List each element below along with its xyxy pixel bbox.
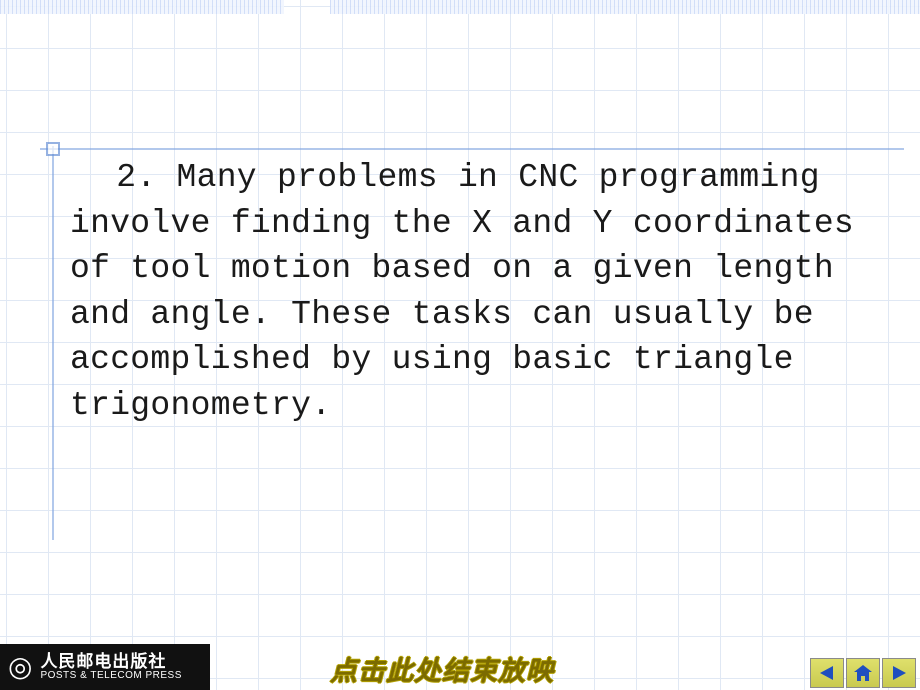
home-button[interactable]	[846, 658, 880, 688]
accent-corner-node	[46, 142, 60, 156]
accent-vertical-line	[52, 146, 54, 540]
publisher-name-cn: 人民邮电出版社	[40, 653, 181, 671]
publisher-badge: ◎ 人民邮电出版社 POSTS & TELECOM PRESS	[0, 644, 210, 690]
next-button[interactable]	[882, 658, 916, 688]
nav-button-group	[810, 658, 916, 688]
publisher-name-en: POSTS & TELECOM PRESS	[40, 671, 181, 682]
next-icon	[889, 664, 909, 682]
prev-icon	[817, 664, 837, 682]
top-hatched-band-left	[0, 0, 284, 14]
top-hatched-band-right	[330, 0, 920, 14]
prev-button[interactable]	[810, 658, 844, 688]
accent-horizontal-line	[40, 148, 904, 150]
slide-body-text: 2. Many problems in CNC programming invo…	[70, 155, 876, 428]
end-slideshow-link[interactable]: 点击此处结束放映	[330, 649, 554, 688]
home-icon	[853, 664, 873, 682]
footer-region: ◎ 人民邮电出版社 POSTS & TELECOM PRESS 点击此处结束放映	[0, 640, 920, 690]
publisher-logo-icon: ◎	[8, 653, 32, 681]
publisher-text: 人民邮电出版社 POSTS & TELECOM PRESS	[40, 653, 181, 681]
